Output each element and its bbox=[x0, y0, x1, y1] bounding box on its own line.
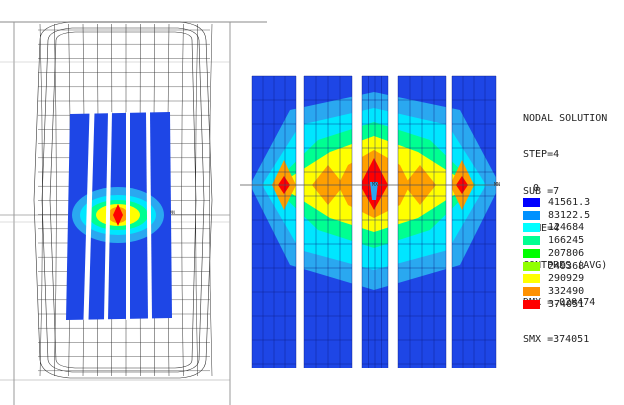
legend-line-sub: SUB =7 bbox=[523, 186, 560, 198]
legend-level-7: 290929 bbox=[523, 272, 584, 285]
legend-header: NODAL SOLUTION STEP=4 SUB =7 TIME=4 CONT… bbox=[523, 88, 607, 359]
legend-swatch bbox=[523, 248, 540, 258]
legend-level-6: 249368 bbox=[523, 260, 584, 273]
legend-level-label: 124684 bbox=[548, 222, 585, 234]
node-tag-right: MN bbox=[494, 182, 500, 188]
legend-level-1: 41561.3 bbox=[523, 196, 590, 209]
legend-level-label: 374051 bbox=[548, 298, 585, 310]
tire-rib-line bbox=[54, 23, 57, 377]
legend-line-step: STEP=4 bbox=[523, 149, 560, 161]
legend-line-title: NODAL SOLUTION bbox=[523, 112, 608, 124]
legend-level-label: 249368 bbox=[548, 260, 585, 272]
node-tag-left: MN bbox=[170, 210, 175, 215]
tire-mesh bbox=[33, 21, 213, 379]
legend-level-9: 374051 bbox=[523, 298, 584, 311]
legend-level-2: 83122.5 bbox=[523, 209, 590, 222]
legend-level-8: 332490 bbox=[523, 285, 584, 298]
legend-swatch bbox=[523, 299, 540, 309]
legend-level-3: 124684 bbox=[523, 221, 584, 234]
legend-swatch bbox=[523, 210, 540, 220]
legend-line-time: TIME=4 bbox=[523, 223, 560, 235]
legend-level-label: 207806 bbox=[548, 247, 585, 259]
tire-rib-line bbox=[181, 23, 184, 377]
contact-pressure-contour: MX MN bbox=[240, 75, 500, 368]
legend-level-label: 83122.5 bbox=[548, 209, 591, 221]
legend-level-5: 207806 bbox=[523, 247, 584, 260]
legend-zero-label: 0 bbox=[533, 183, 540, 194]
node-tag-center: MX bbox=[372, 182, 378, 188]
tire-rib-line bbox=[209, 23, 213, 377]
tire-wireframe-view: MN bbox=[0, 21, 267, 405]
legend-level-4: 166245 bbox=[523, 234, 584, 247]
legend-level-label: 41561.3 bbox=[548, 197, 591, 208]
legend-level-label: 290929 bbox=[548, 273, 585, 285]
legend-swatch bbox=[523, 223, 540, 233]
legend-level-label: 166245 bbox=[548, 235, 585, 247]
legend-swatch bbox=[523, 274, 540, 284]
contact-patch-left bbox=[66, 111, 172, 321]
legend-level-label: 332490 bbox=[548, 285, 585, 297]
legend-swatch bbox=[523, 198, 540, 207]
legend-swatch bbox=[523, 286, 540, 296]
tire-rib-line bbox=[39, 23, 43, 377]
tire-rib-line bbox=[195, 23, 198, 377]
legend-line-quantity: CONTPRES (AVG) bbox=[523, 260, 608, 272]
legend-swatch bbox=[523, 261, 540, 271]
rib-mesh-grid bbox=[251, 75, 497, 368]
legend-swatch bbox=[523, 236, 540, 246]
legend-line-smx: SMX =374051 bbox=[523, 333, 590, 345]
